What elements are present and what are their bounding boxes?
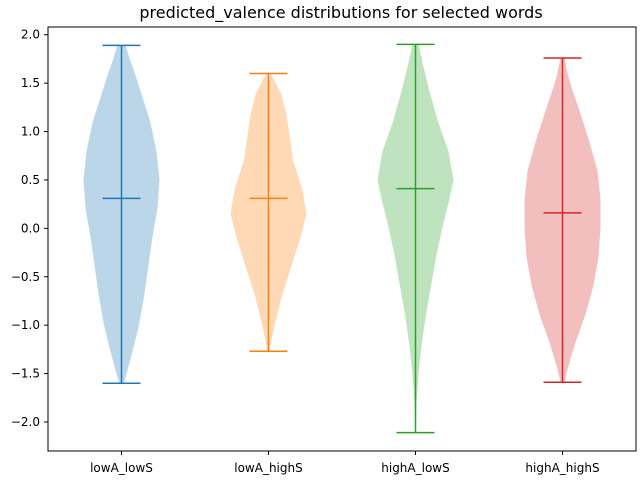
y-tick-label: −1.0 bbox=[11, 318, 40, 332]
y-tick-label: −2.0 bbox=[11, 415, 40, 429]
y-tick-label: −0.5 bbox=[11, 270, 40, 284]
x-tick-label: lowA_highS bbox=[234, 461, 302, 475]
y-tick-label: 1.0 bbox=[21, 125, 40, 139]
x-tick-label: highA_highS bbox=[525, 461, 599, 475]
y-tick-label: −1.5 bbox=[11, 367, 40, 381]
y-tick-label: 0.5 bbox=[21, 173, 40, 187]
y-tick-label: 1.5 bbox=[21, 76, 40, 90]
chart-title: predicted_valence distributions for sele… bbox=[139, 3, 542, 23]
plot-area: −2.0 −1.5 −1.0 −0.5 0.0 0.5 1.0 1.5 2.0 lowA_lowS… bbox=[11, 26, 637, 475]
axes-frame bbox=[47, 26, 637, 452]
x-tick-label: lowA_lowS bbox=[90, 461, 153, 475]
y-tick-label: 2.0 bbox=[21, 28, 40, 42]
x-tick-label: highA_lowS bbox=[381, 461, 449, 475]
y-tick-label: 0.0 bbox=[21, 221, 40, 235]
